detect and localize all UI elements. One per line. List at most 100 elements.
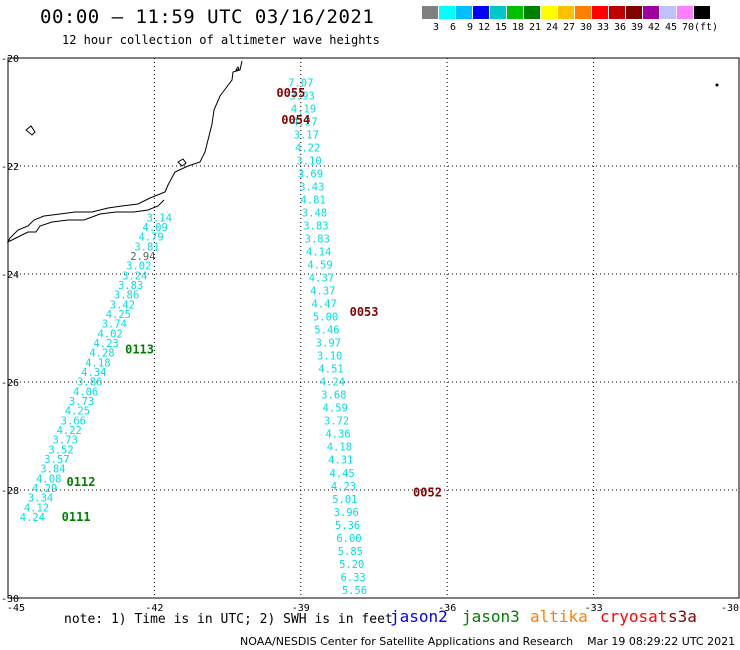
legend-jason2: jason2 [390,607,448,626]
pass-label: 0055 [276,86,305,100]
island-marker [25,125,36,136]
color-scale-label: (ft) [694,22,719,33]
wave-height-value: 4.47 [312,299,337,311]
page-subtitle: 12 hour collection of altimeter wave hei… [62,33,380,47]
wave-height-value: 4.09 [143,222,168,234]
lat-tick-label: -22 [1,162,19,173]
lat-tick-label: -24 [1,270,19,281]
wave-height-value: 4.45 [329,468,354,480]
wave-height-value: 4.18 [85,357,110,369]
color-scale-label: 27 [562,22,575,33]
map-frame [7,57,740,599]
wave-height-value: 4.24 [20,512,45,524]
wave-height-value: 3.43 [299,181,324,193]
wave-height-value: 6.00 [336,533,361,545]
wave-height-value: 3.17 [294,129,319,141]
wave-height-value: 5.36 [335,520,360,532]
lat-tick-label: -26 [1,378,19,389]
wave-height-value: 5.00 [313,312,338,324]
wave-height-value: 3.83 [305,233,330,245]
wave-height-value: 3.83 [118,280,143,292]
color-swatch [439,6,456,19]
legend-s3a: s3a [668,607,697,626]
pass-label: 0112 [67,475,96,489]
wave-height-value: 3.72 [324,416,349,428]
wave-height-value: 4.51 [318,364,343,376]
color-scale-label: 45 [664,22,677,33]
wave-height-value: 4.59 [323,403,348,415]
wave-height-value: 4.34 [81,367,106,379]
wave-height-value: 3.34 [28,493,53,505]
wave-height-value: 3.96 [334,507,359,519]
color-swatch [609,6,626,19]
wave-height-value: 4.31 [328,455,353,467]
wave-height-value: 3.02 [126,261,151,273]
wave-height-value: 4.27 [292,116,317,128]
pass-label: 0052 [413,486,442,500]
wave-height-value: 4.29 [32,483,57,495]
color-swatch [422,6,439,19]
color-swatch [660,6,677,19]
wave-height-value: 3.69 [298,168,323,180]
lon-tick-label: -42 [145,603,163,614]
wave-height-value: 4.79 [138,232,163,244]
axis-labels: -45 -42 -39 -36 -33 -30 -20 -22 -24 -26 -28 -30 [1,54,739,614]
wave-height-value: 3.52 [48,444,73,456]
wave-height-value: 3.84 [40,464,65,476]
coastline-brazil [6,60,243,244]
map-grid [7,57,740,599]
wave-height-value: 4.02 [98,328,123,340]
legend-cryosat: cryosat [600,607,668,626]
wave-height-value: 5.56 [342,585,367,597]
wave-height-value: 3.81 [134,241,159,253]
track-values: 7.073.934.194.273.174.223.103.693.434.81… [20,77,367,597]
color-scale-label: 36 [613,22,626,33]
coastline [6,60,243,244]
lon-tick-label: -36 [438,603,456,614]
color-swatch [473,6,490,19]
wave-height-value: 4.37 [309,273,334,285]
wave-height-value: 3.73 [69,396,94,408]
color-scale-label: 33 [596,22,609,33]
wave-height-value: 4.06 [73,386,98,398]
lat-tick-label: -28 [1,486,19,497]
credit-timestamp: Mar 19 08:29:22 UTC 2021 [587,635,736,648]
wave-height-value: 2.94 [130,251,155,263]
wave-height-value: 4.23 [331,481,356,493]
wave-height-value: 3.93 [290,90,315,102]
wave-height-value: 4.81 [301,194,326,206]
color-scale-label: 21 [528,22,541,33]
pass-label: 0111 [62,510,91,524]
color-scale-label: 30 [579,22,592,33]
wave-height-value: 3.86 [77,377,102,389]
wave-height-value: 4.24 [320,377,345,389]
wave-height-value: 4.28 [89,348,114,360]
color-scale-label: 12 [477,22,490,33]
wave-height-value: 3.68 [321,390,346,402]
color-scale-label: 42 [647,22,660,33]
wave-height-value: 5.85 [338,546,363,558]
lon-tick-label: -39 [292,603,310,614]
color-swatch [490,6,507,19]
color-swatch [558,6,575,19]
wave-height-value: 6.33 [340,572,365,584]
wave-height-value: 3.66 [61,415,86,427]
wave-height-value: 3.14 [147,212,172,224]
wave-height-value: 3.73 [52,435,77,447]
color-scale-label: 9 [466,22,473,33]
color-scale-label: 39 [630,22,643,33]
color-scale-label: 24 [545,22,558,33]
track-labels: 0055 0054 0053 0052 0113 0112 0111 [62,86,442,524]
wave-height-value: 4.22 [57,425,82,437]
wave-height-value: 4.08 [36,473,61,485]
wave-height-value: 4.22 [295,142,320,154]
wave-height-value: 3.83 [303,220,328,232]
color-swatch [507,6,524,19]
color-scale-label: 3 [432,22,439,33]
footer-note: note: 1) Time is in UTC; 2) SWH is in fe… [64,612,393,627]
color-swatch [575,6,592,19]
footer-credit: NOAA/NESDIS Center for Satellite Applica… [240,635,735,648]
wave-height-value: 3.86 [114,290,139,302]
color-swatch [456,6,473,19]
